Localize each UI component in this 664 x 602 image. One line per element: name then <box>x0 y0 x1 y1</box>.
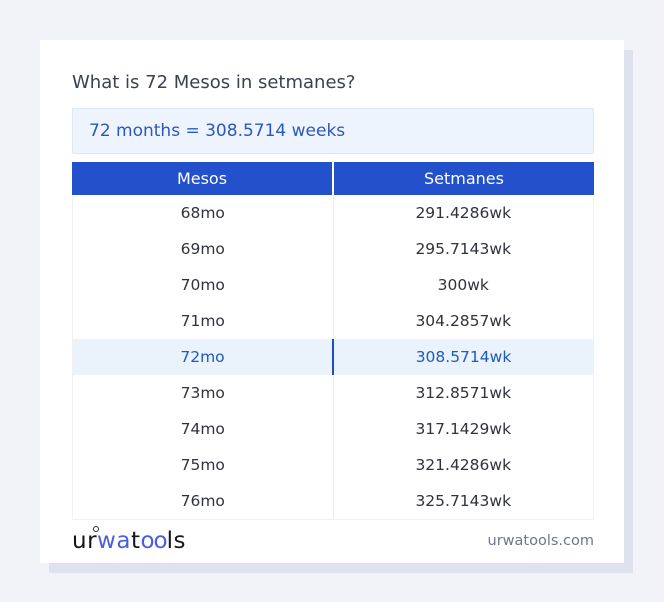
column-header-setmanes: Setmanes <box>424 169 504 188</box>
table-body: 68mo 291.4286wk 69mo 295.7143wk 70mo 300… <box>72 195 594 520</box>
table-row: 70mo 300wk <box>73 267 593 303</box>
logo-seg-ls: ls <box>166 527 187 554</box>
cell-mesos: 70mo <box>73 267 334 303</box>
cell-mesos: 69mo <box>73 231 334 267</box>
cell-mesos: 73mo <box>73 375 334 411</box>
answer-text: 72 months = 308.5714 weeks <box>89 121 346 141</box>
cell-setmanes: 317.1429wk <box>415 420 512 438</box>
page-title: What is 72 Mesos in setmanes? <box>72 72 356 93</box>
cell-setmanes: 304.2857wk <box>415 312 512 330</box>
cell-setmanes: 295.7143wk <box>415 240 512 258</box>
cell-setmanes: 300wk <box>437 276 489 294</box>
logo-seg-wa: wa <box>93 525 131 554</box>
cell-mesos: 68mo <box>73 195 334 231</box>
ring-icon <box>93 525 100 532</box>
conversion-card: What is 72 Mesos in setmanes? 72 months … <box>40 40 624 563</box>
table-row-highlighted[interactable]: 72mo 308.5714wk <box>73 339 593 375</box>
cell-mesos: 71mo <box>73 303 334 339</box>
table-row: 73mo 312.8571wk <box>73 375 593 411</box>
website-link[interactable]: urwatools.com <box>487 532 594 549</box>
column-header-mesos: Mesos <box>72 162 334 195</box>
answer-banner: 72 months = 308.5714 weeks <box>72 108 594 154</box>
table-header-row: Mesos Setmanes <box>72 162 594 195</box>
cell-mesos: 75mo <box>73 447 334 483</box>
table-row: 69mo 295.7143wk <box>73 231 593 267</box>
table-row: 74mo 317.1429wk <box>73 411 593 447</box>
brand-logo[interactable]: ur watools <box>72 525 187 554</box>
logo-seg-oo: oo <box>140 527 167 554</box>
cell-mesos-highlighted[interactable]: 72mo <box>73 339 334 375</box>
table-row: 71mo 304.2857wk <box>73 303 593 339</box>
table-row: 76mo 325.7143wk <box>73 483 593 519</box>
cell-mesos: 76mo <box>73 483 334 519</box>
cell-setmanes: 325.7143wk <box>415 492 512 510</box>
cell-setmanes: 291.4286wk <box>415 204 512 222</box>
cell-mesos: 74mo <box>73 411 334 447</box>
table-row: 68mo 291.4286wk <box>73 195 593 231</box>
cell-setmanes: 312.8571wk <box>415 384 512 402</box>
table-row: 75mo 321.4286wk <box>73 447 593 483</box>
conversion-table: Mesos Setmanes 68mo 291.4286wk 69mo 295.… <box>72 162 594 520</box>
cell-setmanes: 321.4286wk <box>415 456 512 474</box>
logo-seg-t: t <box>130 527 141 554</box>
card-footer: ur watools urwatools.com <box>72 520 594 561</box>
cell-setmanes-highlighted[interactable]: 308.5714wk <box>415 348 512 366</box>
logo-seg-ur: ur <box>72 527 98 554</box>
